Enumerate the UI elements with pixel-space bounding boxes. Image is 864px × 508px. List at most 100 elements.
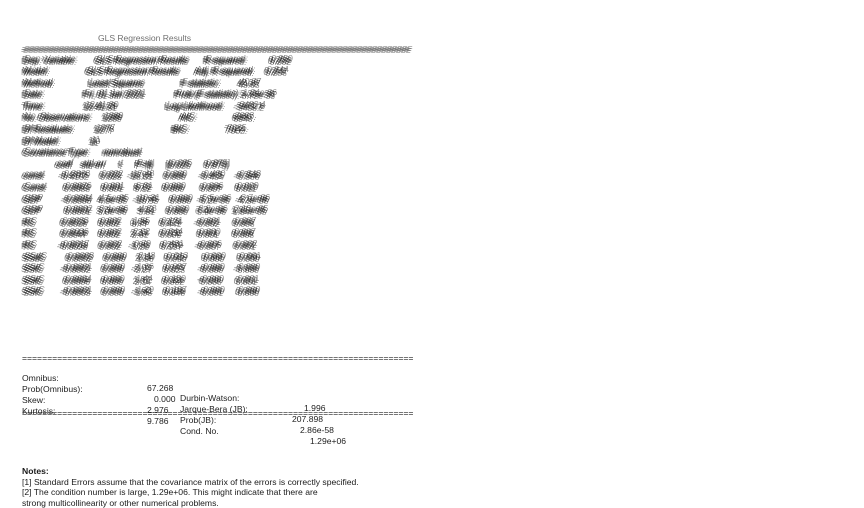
- table-row: GDP 0.0002 3.3e-06 4.51 0.000 8.1e-06 2.…: [24, 205, 268, 216]
- dep-variable-row: Dep. Variable: GLS Regression Results R-…: [24, 55, 292, 65]
- table-row: SStC -0.0003 0.000 -1.85 0.064 -0.000 0.…: [21, 287, 257, 298]
- table-row: SStC -0.0001 0.000 -1.66 0.097 -0.000 0.…: [25, 261, 261, 272]
- table-row: Df Model: 11: [22, 134, 98, 145]
- dep-variable-row: Dep. Variable: GLS Regression Results R-…: [25, 53, 293, 63]
- table-row: SStC 0.0006 0.000 2.14 0.032 0.000 0.001: [23, 276, 257, 287]
- table-row: Method: Least Squares F-statistic: 41.87: [24, 77, 261, 88]
- dep-variable-row: Dep. Variable: GLS Regression Results R-…: [21, 56, 289, 66]
- table-row: SStC 0.0004 0.000 1.44 0.150 -0.000 0.00…: [25, 272, 260, 283]
- table-row: GDP 0.0001 3.2e-06 4.22 0.000 7.2e-06 1.…: [22, 204, 266, 215]
- table-row: Df Residuals: 1277 BIC: 7017.: [21, 125, 246, 135]
- table-row: Covariance Type: nonrobust: [24, 147, 142, 158]
- table-row: Covariance Type: nonrobust: [23, 149, 141, 160]
- table-row: SSdC 0.0003 0.000 2.48 0.013 0.000 0.001: [25, 249, 262, 260]
- table-row: Df Residuals: 1277 BIC: 7022.: [22, 123, 247, 133]
- summary-row-omnibus: Omnibus: 67.268 Durbin-Watson: 1.996: [22, 363, 326, 413]
- table-row: const -0.3863 0.022 -17.48 0.000 -0.430 …: [25, 168, 262, 179]
- separator-bottom: ========================================…: [22, 408, 414, 418]
- table-row: Date: Fri, 01 Jan 2021 Prob (F-statistic…: [21, 90, 274, 101]
- cond-no-value: 1.29e+06: [310, 436, 347, 446]
- table-row: GDP -0.0006 4.8e-05 -10.79 0.000 -6.1e-0…: [21, 194, 267, 205]
- table-row: const -0.3915 0.022 -17.61 0.000 -0.435 …: [24, 170, 261, 181]
- table-row: RC -0.0028 0.002 -1.29 0.197 -0.007 0.00…: [23, 242, 256, 252]
- separator-line: ========================================…: [25, 42, 413, 52]
- table-row: Df Model: 11: [23, 137, 99, 148]
- dep-variable-row: Dep. Variable: GLS Regression Results R-…: [22, 54, 290, 64]
- table-row: Time: 12:41:31 Log-Likelihood: -3458.2: [23, 102, 264, 113]
- table-row: Date: Fri, 01 Jan 2021 Prob (F-statistic…: [24, 89, 277, 100]
- table-row: RC 0.0036 0.002 2.02 0.044 0.000 0.007: [25, 226, 257, 237]
- table-row: Df Residuals: 1277 BIC: 7002.: [23, 126, 248, 136]
- table-row: No. Observations: 1289 AIC: 6955.: [21, 113, 253, 124]
- table-row: Method: Least Squares F-statistic: 42.38: [22, 76, 259, 87]
- table-row: Model: GLS Regression Results Adj. R-squ…: [22, 65, 286, 75]
- table-row: SSdC 0.0002 0.000 2.11 0.035 0.000 0.000: [22, 250, 258, 261]
- skew-label: Skew:: [22, 395, 46, 405]
- table-row: No. Observations: 1289 AIC: 6987.: [24, 112, 256, 123]
- notes-heading: Notes:: [22, 466, 49, 477]
- kurtosis-label: Kurtosis:: [22, 406, 56, 416]
- table-row: RC -0.0017 0.002 -0.79 0.431 -0.006 0.00…: [25, 238, 258, 248]
- dep-variable-row: Dep. Variable: GLS Regression Results R-…: [23, 57, 291, 67]
- table-row: SStC -0.0001 0.000 -1.77 0.077 -0.000 0.…: [24, 263, 260, 274]
- table-row: Const 0.0082 0.001 8.79 0.000 0.006 0.01…: [22, 181, 256, 191]
- table-row: GDP 0.0001 3.1e-06 3.98 0.000 6.4e-06 1.…: [21, 206, 265, 217]
- table-row: GDP -0.0006 4.9e-05 -10.93 0.000 -6.2e-0…: [23, 195, 269, 206]
- prob-omnibus-value: 0.000: [154, 394, 176, 404]
- table-row: Const 0.0085 0.001 8.95 0.000 0.007 0.01…: [21, 183, 255, 193]
- table-row: Method: Least Squares F-statistic: 43.02: [21, 78, 258, 89]
- table-row: const -0.4077 0.023 -18.12 0.000 -0.452 …: [21, 171, 258, 182]
- table-row: const -0.4019 0.022 -18.09 0.000 -0.445 …: [22, 169, 259, 180]
- table-row: coef std err t P>|t| [0.025 0.975]: [24, 158, 230, 169]
- table-row: RC 0.0044 0.002 2.46 0.014 0.001 0.008: [21, 229, 253, 240]
- table-row: Method: Least Squares F-statistic: 40.77: [25, 75, 262, 86]
- table-row: SStC -0.0002 0.000 -2.19 0.029 -0.000 -0…: [21, 264, 257, 275]
- summary-row-prob-omnibus: Prob(Omnibus): 0.000 Jarque-Bera (JB): 2…: [22, 374, 323, 424]
- separator-line: ========================================…: [22, 43, 410, 53]
- table-row: RC 0.0038 0.002 2.14 0.032 0.000 0.007: [24, 228, 256, 239]
- table-row: GDP -0.0005 4.7e-05 -10.66 0.000 -5.9e-0…: [22, 192, 268, 203]
- table-row: Date: Fri, 01 Jan 2021 Prob (F-statistic…: [22, 88, 275, 99]
- table-row: Df Model: 11: [25, 133, 101, 144]
- table-row: No. Observations: 1289 AIC: 7003.: [25, 110, 257, 121]
- note-1: [1] Standard Errors assume that the cova…: [22, 476, 359, 487]
- table-row: RC -0.0023 0.002 -1.06 0.291 -0.007 0.00…: [22, 239, 255, 249]
- table-row: GDP -0.0004 4.6e-05 -10.45 0.000 -5.7e-0…: [24, 193, 270, 204]
- table-row: coef std err t P>|t| [0.025 0.975]: [25, 156, 231, 167]
- table-row: No. Observations: 1289 AIC: 6940.: [23, 114, 255, 125]
- table-row: RC 0.0033 0.002 1.55 0.121 -0.001 0.007: [25, 214, 257, 225]
- table-row: RC 0.0047 0.002 2.61 0.009 0.001 0.008: [23, 230, 255, 241]
- table-row: Df Residuals: 1278 BIC: 7044.: [24, 124, 249, 134]
- jarque-bera-label: Jarque-Bera (JB):: [180, 404, 248, 414]
- omnibus-value: 67.268: [147, 383, 174, 393]
- table-row: coef std err t P>|t| [0.025 0.975]: [22, 157, 228, 168]
- table-row: RC -0.0026 0.002 -1.21 0.226 -0.007 0.00…: [21, 241, 254, 251]
- table-row: coef std err t P>|t| [0.025 0.975]: [23, 160, 229, 171]
- table-row: SStC -0.0002 0.000 -2.02 0.043 -0.000 -0…: [22, 262, 258, 273]
- table-row: RC 0.0029 0.002 1.36 0.174 -0.001 0.007: [24, 216, 256, 227]
- prob-jb-value: 2.86e-58: [300, 425, 334, 435]
- table-row: Time: 12:41:29 Log-Likelihood: -3482.8: [24, 100, 265, 111]
- table-row: Model: GLS Regression Results Adj. R-squ…: [23, 68, 287, 78]
- kurtosis-value: 9.786: [147, 416, 169, 426]
- table-row: Time: 12:41:30 Log-Likelihood: -3465.7: [21, 101, 262, 112]
- table-row: RC 0.0041 0.002 2.33 0.020 0.001 0.008: [22, 227, 254, 238]
- table-row: SStC -0.0001 0.000 -1.41 0.159 -0.000 0.…: [24, 286, 260, 297]
- table-row: RC 0.0023 0.002 1.08 0.278 -0.002 0.006: [22, 215, 254, 226]
- table-row: RC 0.0019 0.002 0.93 0.353 -0.002 0.006: [21, 217, 253, 228]
- separator-line: ========================================…: [23, 46, 411, 56]
- summary-row-skew: Skew: 2.976 Prob(JB): 2.86e-58: [22, 385, 334, 435]
- note-2: [2] The condition number is large, 1.29e…: [22, 487, 318, 498]
- table-row: Date: Fri, 01 Jan 2021 Prob (F-statistic…: [23, 91, 276, 102]
- table-row: No. Observations: 1289 AIC: 6960.: [22, 111, 254, 122]
- omnibus-label: Omnibus:: [22, 373, 59, 383]
- table-row: coef std err t P>|t| [0.025 0.975]: [21, 159, 227, 170]
- table-row: Covariance Type: nonrobust: [22, 146, 140, 157]
- prob-jb-label: Prob(JB):: [180, 415, 217, 425]
- separator-line: ========================================…: [24, 44, 412, 54]
- skew-value: 2.976: [147, 405, 169, 415]
- table-row: SStC 0.0005 0.000 1.87 0.061 -0.000 0.00…: [22, 273, 257, 284]
- table-title: GLS Regression Results: [98, 33, 191, 43]
